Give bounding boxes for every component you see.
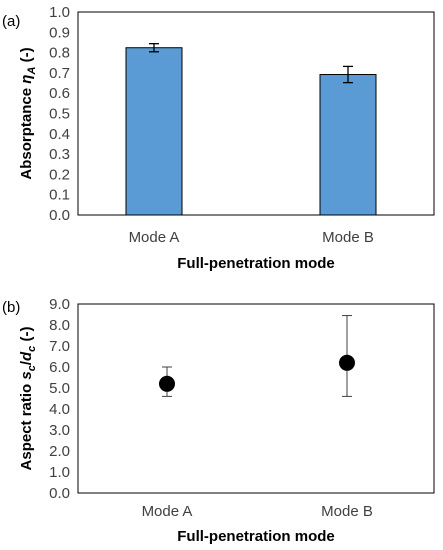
panel-a-y-tick-label: 0.7	[49, 65, 70, 82]
panel-a-bars	[125, 43, 377, 216]
panel-b-label: (b)	[2, 299, 20, 316]
panel-b-y-ticks: 0.0 1.0 2.0 3.0 4.0 5.0 6.0 7.0 8.0 9.0	[49, 296, 70, 502]
panel-b-x-ticks: Mode A Mode B	[142, 503, 373, 520]
panel-b-plot-area	[77, 303, 435, 494]
panel-a-bar	[125, 47, 183, 216]
panel-a-x-axis-title: Full-penetration mode	[177, 255, 335, 272]
panel-a-y-tick-label: 0.6	[49, 85, 70, 102]
panel-b-y-tick-label: 3.0	[49, 422, 70, 439]
panel-b-data-point	[159, 375, 175, 392]
panel-b-y-tick-label: 7.0	[49, 338, 70, 355]
panel-a-y-ticks: 0.0 0.1 0.2 0.3 0.4 0.5 0.6 0.7 0.8 0.9 1.0	[49, 4, 70, 224]
panel-a-label: (a)	[2, 13, 20, 30]
panel-a-y-tick-label: 0.2	[49, 166, 70, 183]
panel-a-y-tick-label: 0.9	[49, 24, 70, 41]
panel-a-plot-area	[77, 11, 435, 216]
panel-a-x-tick-label: Mode B	[322, 229, 374, 246]
panel-a-y-tick-label: 1.0	[49, 4, 70, 21]
panel-a-y-tick-label: 0.8	[49, 45, 70, 62]
panel-b-x-axis-title: Full-penetration mode	[177, 528, 335, 545]
panel-a-y-tick-label: 0.3	[49, 146, 70, 163]
panel-b-y-tick-label: 8.0	[49, 317, 70, 334]
panel-b-y-tick-label: 9.0	[49, 296, 70, 313]
panel-b-data-point	[339, 354, 355, 371]
panel-a-y-tick-label: 0.4	[49, 126, 70, 143]
panel-a-bar	[319, 74, 377, 216]
panel-b-y-tick-label: 0.0	[49, 485, 70, 502]
panel-a-y-axis-title: Absorptance ηA (-)	[18, 47, 38, 179]
panel-b: (b) 0.0 1.0 2.0 3.0 4.0 5.0 6.0 7.0 8.0 9.0 Mode …	[2, 296, 435, 545]
panel-a: (a) 0.0 0.1 0.2 0.3 0.4 0.5 0.6 0.7 0.8 0.9 1.0 Mo…	[2, 4, 435, 272]
panel-b-y-axis-title: Aspect ratio sc/dc (-)	[18, 327, 38, 471]
panel-b-y-tick-label: 1.0	[49, 464, 70, 481]
panel-a-x-tick-label: Mode A	[129, 229, 180, 246]
panel-b-points	[159, 315, 355, 397]
panel-b-y-tick-label: 2.0	[49, 443, 70, 460]
panel-a-y-tick-label: 0.0	[49, 207, 70, 224]
panel-b-x-tick-label: Mode B	[321, 503, 373, 520]
panel-a-y-tick-label: 0.1	[49, 187, 70, 204]
panel-a-x-ticks: Mode A Mode B	[129, 229, 374, 246]
panel-b-y-tick-label: 5.0	[49, 380, 70, 397]
panel-b-y-tick-label: 6.0	[49, 359, 70, 376]
panel-b-y-tick-label: 4.0	[49, 401, 70, 418]
panel-a-y-tick-label: 0.5	[49, 106, 70, 123]
panel-b-x-tick-label: Mode A	[142, 503, 193, 520]
